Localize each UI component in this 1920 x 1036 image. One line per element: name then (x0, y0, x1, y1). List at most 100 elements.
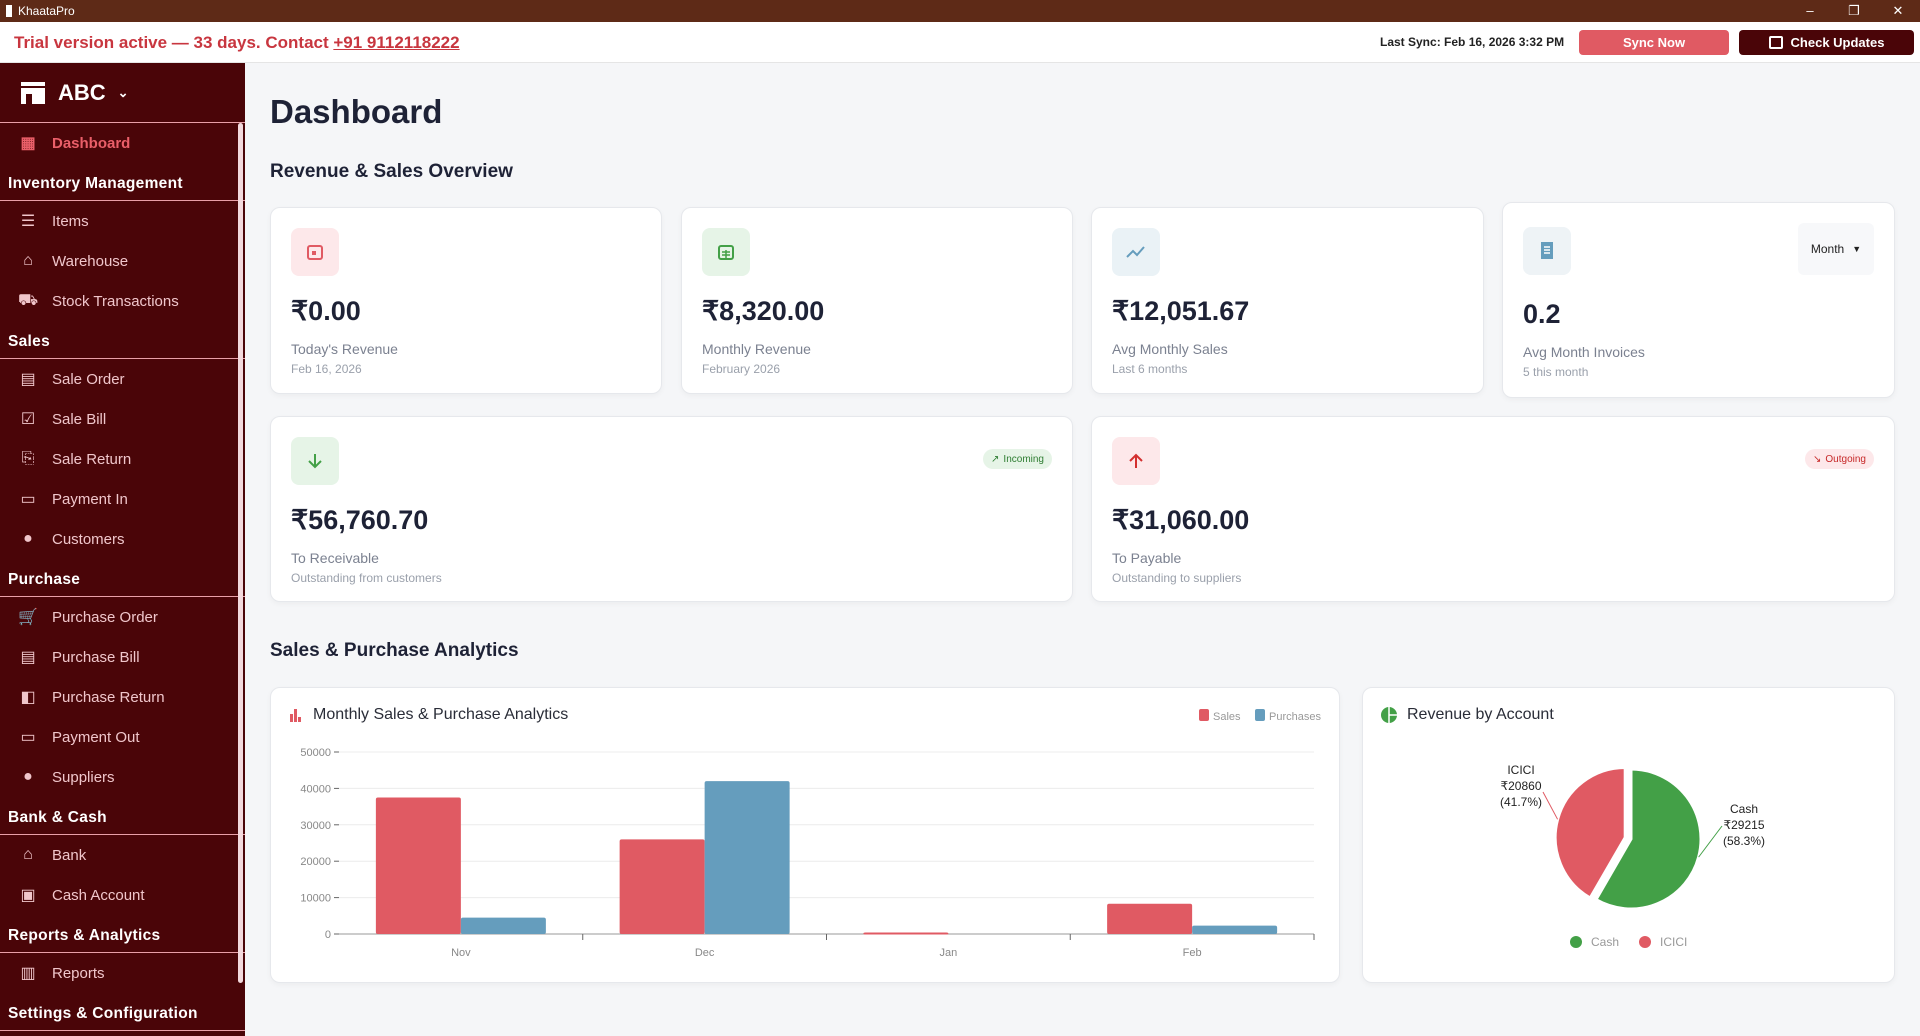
sidebar-item-sale-return[interactable]: ⎘ Sale Return (0, 439, 245, 479)
receipt-icon (1523, 227, 1571, 275)
sidebar-item-suppliers[interactable]: ● Suppliers (0, 757, 245, 797)
payable-card: ↘ Outgoing ₹31,060.00 To Payable Outstand… (1091, 416, 1895, 602)
bank-icon: ⌂ (23, 846, 33, 863)
overview-heading: Revenue & Sales Overview (270, 161, 513, 182)
sidebar-item-payment-out[interactable]: ▭ Payment Out (0, 717, 245, 757)
money-icon: ▣ (20, 887, 36, 904)
sidebar-item-stock-transactions[interactable]: ⛟ Stock Transactions (0, 281, 245, 321)
bar-sales (1107, 903, 1193, 934)
pie-label-amount: ₹29215 (1723, 818, 1764, 832)
sidebar-item-bank[interactable]: ⌂ Bank (0, 835, 245, 875)
card-sub: Feb 16, 2026 (291, 362, 362, 376)
check-updates-button[interactable]: Check Updates (1739, 30, 1914, 55)
trial-banner: Trial version active — 33 days. Contact … (0, 22, 1920, 63)
sidebar-section-purchase: Purchase (0, 559, 245, 597)
sidebar-section-inventory-management: Inventory Management (0, 163, 245, 201)
sidebar-section-bank-cash: Bank & Cash (0, 797, 245, 835)
y-tick-label: 40000 (300, 783, 331, 795)
check-updates-label: Check Updates (1790, 35, 1885, 50)
chart-icon: ▥ (20, 965, 36, 982)
bar-chart: 0 10000 20000 30000 40000 50000 Nov Dec Jan Feb Sa… (300, 709, 1321, 959)
sidebar-item-warehouse[interactable]: ⌂ Warehouse (0, 241, 245, 281)
incoming-badge: ↗ Incoming (983, 449, 1052, 469)
page-title: Dashboard (270, 93, 443, 130)
close-button[interactable]: ✕ (1892, 3, 1904, 18)
pie-chart: Cash ₹29215 (58.3%) Cash ICICI ₹20860 (41.7%) I… (1500, 763, 1765, 949)
return-box-icon: ◧ (20, 689, 36, 706)
y-tick-label: 10000 (300, 893, 331, 905)
period-select-value: Month (1810, 242, 1845, 256)
legend-pie-icon-icici (1639, 936, 1651, 948)
sidebar-item-label: Dashboard (52, 134, 131, 152)
sidebar-item-sale-bill[interactable]: ☑ Sale Bill (0, 399, 245, 439)
credit-card-icon: ▭ (20, 491, 36, 508)
trending-up-icon (1112, 228, 1160, 276)
sidebar-item-purchase-return[interactable]: ◧ Purchase Return (0, 677, 245, 717)
minimize-button[interactable]: – (1806, 3, 1814, 18)
sidebar-scrollbar[interactable] (238, 123, 243, 983)
sidebar-section-reports-analytics: Reports & Analytics (0, 915, 245, 953)
todays-revenue-card: ₹0.00 Today's Revenue Feb 16, 2026 (270, 207, 662, 394)
cart-icon: 🛒 (18, 609, 38, 626)
card-sub: February 2026 (702, 362, 781, 376)
bar-purchases (704, 781, 790, 934)
legend-label-purchases: Purchases (1269, 711, 1321, 723)
card-label: Avg Month Invoices (1523, 344, 1645, 360)
outgoing-badge: ↘ Outgoing (1805, 449, 1874, 469)
sidebar: ABC ⌄ ▦ Dashboard Inventory Management ☰ Ite… (0, 63, 245, 1036)
contact-phone-link[interactable]: +91 9112118222 (333, 33, 460, 52)
sidebar-item-label: Purchase Order (52, 608, 158, 626)
last-sync-text: Last Sync: Feb 16, 2026 3:32 PM (1380, 35, 1565, 49)
pie-label-amount: ₹20860 (1500, 779, 1541, 793)
sidebar-item-label: Customers (52, 530, 125, 548)
sidebar-item-label: Sale Order (52, 370, 125, 388)
bar-chart-icon (290, 709, 301, 722)
sidebar-section-sales: Sales (0, 321, 245, 359)
card-label: Avg Monthly Sales (1112, 341, 1228, 357)
sidebar-item-label: Purchase Bill (52, 648, 140, 666)
maximize-button[interactable]: ❐ (1848, 3, 1860, 18)
card-label: To Payable (1112, 550, 1182, 566)
pie-slice-cash (1593, 767, 1703, 911)
company-name: ABC (58, 79, 106, 105)
card-label: To Receivable (291, 550, 379, 566)
main-content: Dashboard Revenue & Sales Overview ₹0.00… (245, 63, 1920, 1036)
company-selector[interactable]: ABC ⌄ (0, 63, 245, 123)
sidebar-item-payment-in[interactable]: ▭ Payment In (0, 479, 245, 519)
receipt-icon: ▤ (20, 649, 36, 666)
sidebar-item-purchase-bill[interactable]: ▤ Purchase Bill (0, 637, 245, 677)
bar-chart-title: Monthly Sales & Purchase Analytics (313, 706, 569, 723)
pie-slice-icici (1553, 765, 1627, 901)
card-label: Today's Revenue (291, 341, 398, 357)
sidebar-item-dashboard[interactable]: ▦ Dashboard (0, 123, 245, 163)
store-icon (21, 81, 45, 104)
arrow-down-icon (291, 437, 339, 485)
sidebar-item-purchase-order[interactable]: 🛒 Purchase Order (0, 597, 245, 637)
bar-sales (375, 797, 461, 934)
sidebar-item-cash-account[interactable]: ▣ Cash Account (0, 875, 245, 915)
legend-label-cash: Cash (1591, 935, 1619, 949)
trending-down-icon: ↘ (1813, 453, 1822, 465)
legend-label-sales: Sales (1213, 711, 1241, 723)
sidebar-item-customers[interactable]: ● Customers (0, 519, 245, 559)
card-sub: Last 6 months (1112, 362, 1188, 376)
sidebar-section-settings-configuration: Settings & Configuration (0, 993, 245, 1031)
sidebar-item-label: Payment Out (52, 728, 140, 746)
card-label: Monthly Revenue (702, 341, 811, 357)
sidebar-item-label: Items (52, 212, 89, 230)
bar-purchases (1192, 925, 1278, 934)
user-icon: ● (23, 768, 33, 785)
badge-label: Outgoing (1825, 453, 1866, 465)
sidebar-item-items[interactable]: ☰ Items (0, 201, 245, 241)
sidebar-item-sale-order[interactable]: ▤ Sale Order (0, 359, 245, 399)
x-tick-label: Feb (1183, 947, 1202, 959)
sidebar-item-reports[interactable]: ▥ Reports (0, 953, 245, 993)
sync-now-button[interactable]: Sync Now (1579, 30, 1729, 55)
period-select[interactable]: Month ▼ (1798, 223, 1874, 275)
y-tick-label: 0 (325, 929, 331, 941)
legend-swatch-purchases (1255, 709, 1265, 721)
card-value: ₹0.00 (291, 296, 361, 326)
chevron-down-icon: ⌄ (117, 84, 129, 100)
sidebar-item-label: Sale Return (52, 450, 132, 468)
bar-sales (619, 839, 705, 934)
